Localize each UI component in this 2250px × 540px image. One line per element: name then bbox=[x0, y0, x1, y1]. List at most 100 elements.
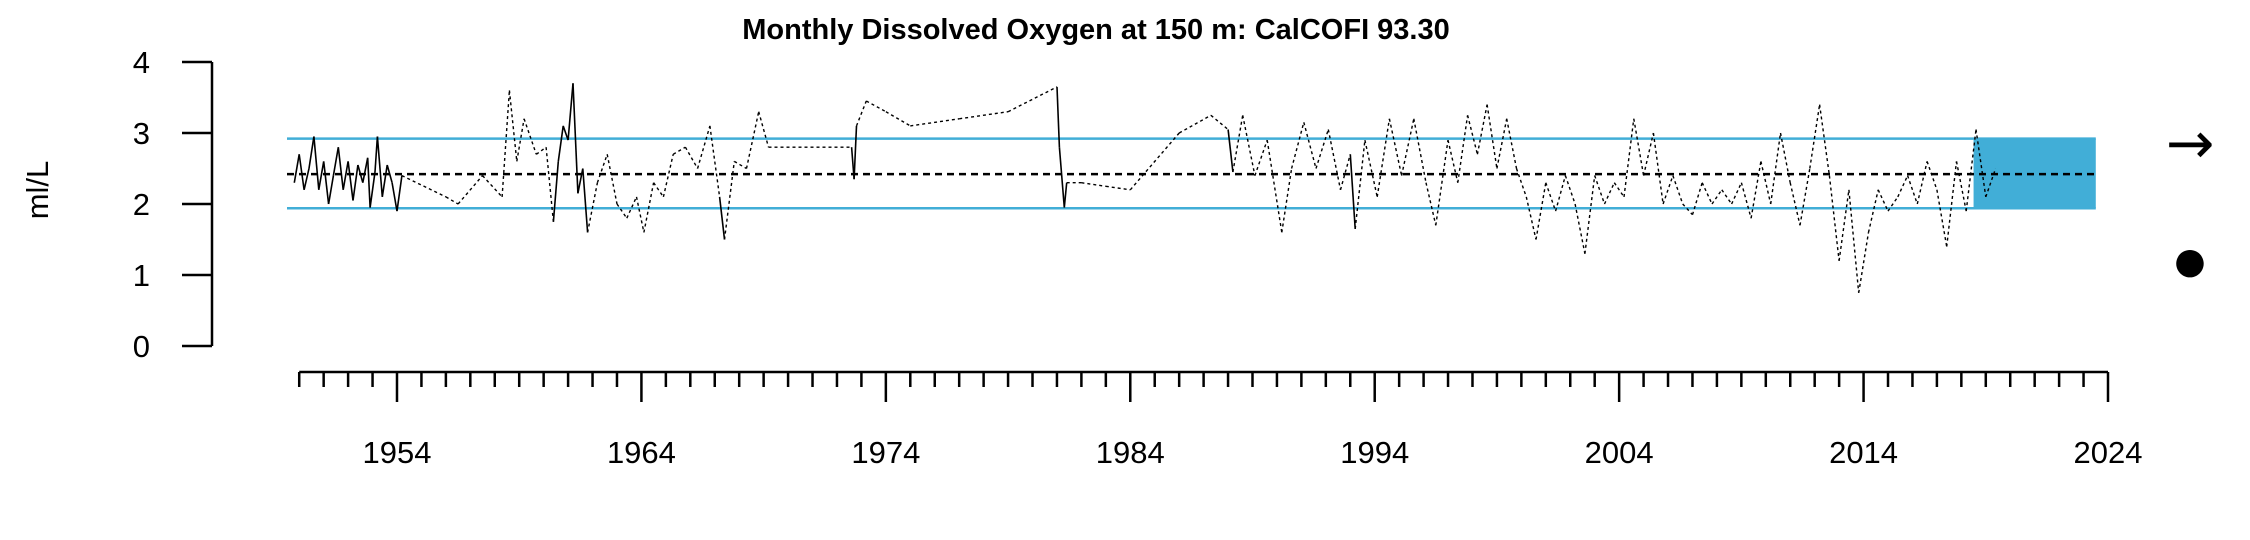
series-segment bbox=[662, 154, 674, 198]
series-segment bbox=[1789, 182, 1801, 226]
series-segment bbox=[298, 154, 305, 190]
series-segment bbox=[552, 161, 560, 222]
series-segment bbox=[1946, 161, 1958, 247]
series-segment bbox=[910, 118, 960, 127]
series-segment bbox=[318, 161, 325, 190]
series-segment bbox=[1867, 189, 1879, 233]
series-segment bbox=[1056, 86, 1061, 148]
x-tick-label: 2014 bbox=[1829, 435, 1898, 470]
series-segment bbox=[523, 118, 537, 155]
y-axis: 0 1 2 3 4 bbox=[133, 45, 214, 364]
x-tick-label: 1954 bbox=[363, 435, 432, 470]
series-segment bbox=[1955, 161, 1967, 212]
series-segment bbox=[1975, 129, 1987, 198]
x-axis: 1954 1964 1974 1984 1994 2004 2014 2024 bbox=[297, 370, 2142, 470]
series-segment bbox=[643, 182, 655, 233]
series-segment bbox=[1877, 189, 1889, 212]
series-segment bbox=[567, 83, 574, 141]
series-segment bbox=[733, 160, 747, 170]
series-segment bbox=[1227, 129, 1234, 173]
series-segment bbox=[1740, 182, 1752, 219]
series-segment bbox=[959, 111, 1009, 120]
series-segment bbox=[357, 164, 364, 183]
series-segment bbox=[327, 175, 335, 205]
series-group bbox=[293, 83, 1997, 293]
series-segment bbox=[865, 100, 887, 113]
series-segment bbox=[626, 196, 638, 219]
series-segment bbox=[445, 196, 459, 205]
series-segment bbox=[322, 161, 330, 205]
series-segment bbox=[1354, 140, 1366, 229]
series-segment bbox=[1574, 203, 1586, 254]
series-segment bbox=[635, 196, 645, 233]
x-tick-label: 2004 bbox=[1585, 435, 1654, 470]
series-segment bbox=[1711, 189, 1723, 205]
series-segment bbox=[653, 182, 664, 198]
x-tick-label: 1974 bbox=[851, 435, 920, 470]
series-segment bbox=[1457, 115, 1469, 183]
series-segment bbox=[885, 111, 911, 127]
series-segment bbox=[1129, 132, 1180, 191]
series-segment bbox=[1965, 129, 1977, 212]
series-segment bbox=[391, 182, 398, 212]
series-segment bbox=[516, 118, 525, 162]
series-segment bbox=[1887, 196, 1899, 212]
series-segment bbox=[1007, 86, 1058, 113]
series-segment bbox=[535, 146, 547, 155]
series-segment bbox=[684, 146, 699, 169]
series-segment bbox=[1584, 175, 1596, 254]
series-segment bbox=[303, 168, 310, 190]
series-segment bbox=[1858, 232, 1870, 293]
series-segment bbox=[1281, 168, 1293, 233]
series-segment bbox=[332, 147, 340, 176]
series-segment bbox=[293, 154, 300, 183]
series-segment bbox=[1327, 129, 1342, 190]
series-segment bbox=[545, 147, 555, 222]
y-tick-label: 2 bbox=[133, 187, 150, 222]
series-segment bbox=[1339, 154, 1351, 190]
series-segment bbox=[366, 157, 371, 208]
series-segment bbox=[381, 164, 388, 198]
series-segment bbox=[577, 168, 584, 194]
series-segment bbox=[582, 168, 589, 233]
series-segment bbox=[1779, 132, 1791, 183]
series-segment bbox=[1266, 139, 1283, 233]
series-segment bbox=[1242, 115, 1256, 176]
series-segment bbox=[1642, 132, 1655, 176]
series-segment bbox=[1063, 182, 1068, 208]
series-segment bbox=[1476, 104, 1488, 155]
series-segment bbox=[1672, 175, 1684, 205]
series-segment bbox=[1400, 118, 1415, 176]
series-segment bbox=[1254, 139, 1268, 176]
series-segment bbox=[672, 146, 686, 155]
series-segment bbox=[1730, 182, 1743, 205]
series-segment bbox=[1760, 161, 1772, 205]
series-segment bbox=[1770, 132, 1782, 205]
series-segment bbox=[1799, 168, 1811, 226]
series-segment bbox=[1210, 114, 1229, 131]
series-segment bbox=[596, 154, 608, 183]
series-segment bbox=[1413, 118, 1427, 183]
series-segment bbox=[374, 136, 379, 173]
series-segment bbox=[1926, 161, 1938, 191]
series-segment bbox=[1388, 118, 1403, 176]
series-segment bbox=[1496, 118, 1508, 169]
series-segment bbox=[1535, 182, 1547, 240]
series-segment bbox=[1652, 132, 1664, 205]
y-tick-label: 3 bbox=[133, 116, 150, 151]
series-segment bbox=[1349, 154, 1356, 229]
chart-title: Monthly Dissolved Oxygen at 150 m: CalCO… bbox=[742, 14, 1450, 46]
series-segment bbox=[1435, 140, 1449, 226]
series-segment bbox=[1691, 182, 1703, 215]
series-segment bbox=[337, 147, 344, 190]
series-segment bbox=[1897, 175, 1909, 198]
series-segment bbox=[586, 182, 599, 233]
series-segment bbox=[1848, 189, 1860, 293]
series-segment bbox=[376, 136, 384, 197]
series-segment bbox=[1623, 118, 1635, 197]
series-segment bbox=[616, 203, 628, 219]
series-segment bbox=[1486, 104, 1498, 169]
series-segment bbox=[1838, 189, 1850, 261]
series-segment bbox=[696, 125, 711, 169]
